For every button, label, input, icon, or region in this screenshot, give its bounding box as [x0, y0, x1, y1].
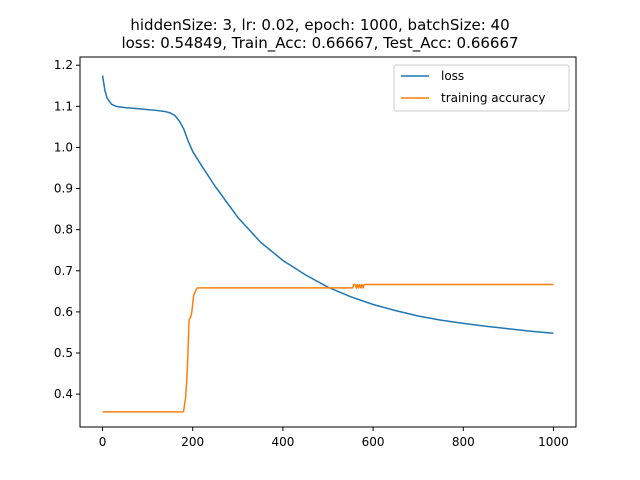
- y-tick-label: 1.1: [54, 99, 73, 113]
- x-tick-label: 200: [181, 435, 204, 449]
- y-tick-label: 1.0: [54, 140, 73, 154]
- y-tick-label: 1.2: [54, 58, 73, 72]
- chart-title-line-1: hiddenSize: 3, lr: 0.02, epoch: 1000, ba…: [130, 16, 510, 34]
- legend-label-training-accuracy: training accuracy: [441, 91, 545, 105]
- axes-frame: [79, 56, 577, 428]
- x-tick-label: 800: [452, 435, 475, 449]
- y-tick-label: 0.7: [54, 264, 73, 278]
- y-axis: 0.4 0.5 0.6 0.7 0.8 0.9 1.0 1.1 1.2: [54, 58, 80, 401]
- y-tick-label: 0.9: [54, 182, 73, 196]
- y-tick-label: 0.6: [54, 305, 73, 319]
- series-line-loss: [101, 75, 554, 335]
- x-axis: 0 200 400 600 800 1000: [99, 427, 569, 449]
- legend-label-loss: loss: [441, 69, 464, 83]
- y-tick-label: 0.4: [54, 387, 73, 401]
- chart-title-line-2: loss: 0.54849, Train_Acc: 0.66667, Test_…: [121, 34, 519, 52]
- plot-lines: [101, 75, 554, 413]
- x-tick-label: 0: [99, 435, 107, 449]
- x-tick-label: 600: [362, 435, 385, 449]
- legend-box: [393, 64, 570, 112]
- y-tick-label: 0.5: [54, 346, 73, 360]
- x-tick-label: 400: [271, 435, 294, 449]
- x-tick-label: 1000: [538, 435, 569, 449]
- series-line-training-accuracy: [102, 283, 554, 413]
- y-tick-label: 0.8: [54, 223, 73, 237]
- legend: loss training accuracy: [393, 64, 570, 112]
